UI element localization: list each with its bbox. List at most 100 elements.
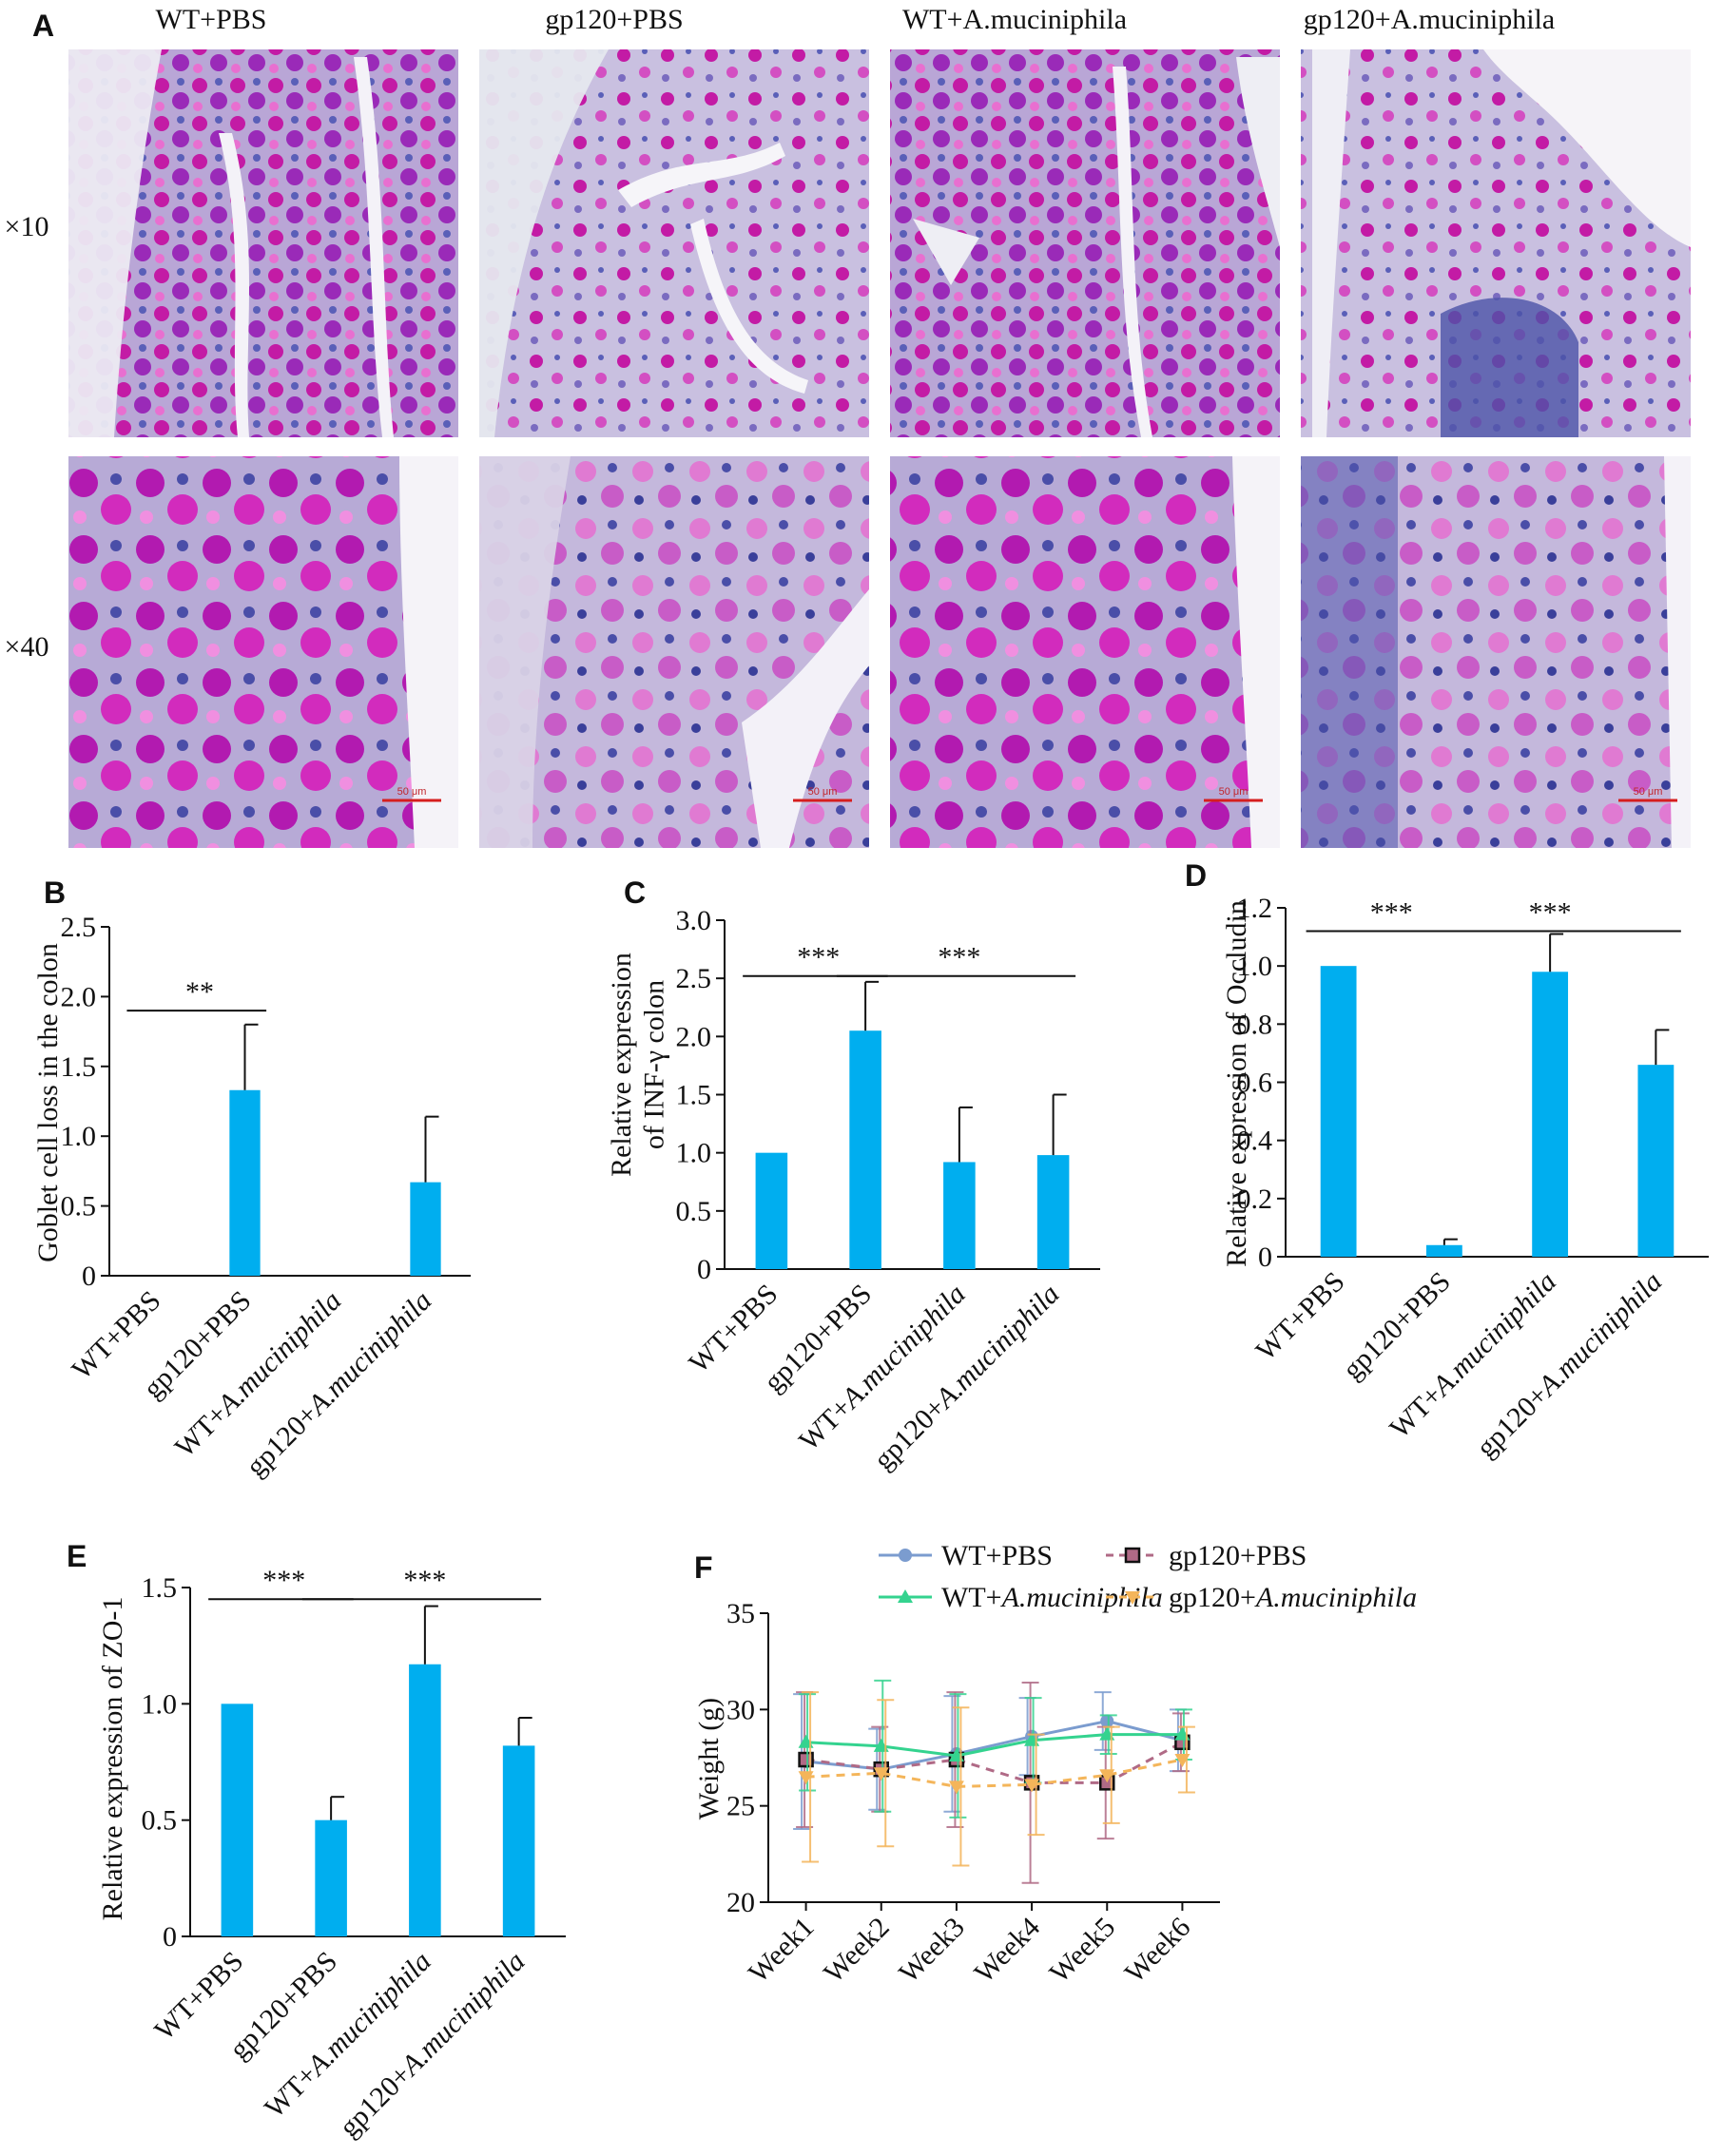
x-tick-label: gp120+A.muciniphila: [1470, 1266, 1668, 1464]
panel-letter-d: D: [1185, 858, 1207, 893]
micrograph-x40-wt-akk: 50 μm: [890, 456, 1280, 848]
series-line: [805, 1758, 1183, 1788]
y-tick-label: 1.5: [676, 1080, 712, 1111]
y-tick-label: 2.0: [61, 981, 97, 1012]
legend-label: gp120+PBS: [1169, 1540, 1307, 1571]
series-0: [793, 1691, 1190, 1830]
y-tick-label: 0.2: [1237, 1184, 1273, 1215]
significance-label: ***: [1370, 896, 1413, 928]
y-tick-label: 0.5: [61, 1191, 97, 1222]
legend-marker: [899, 1549, 912, 1562]
x-tick-label: Week3: [893, 1912, 971, 1990]
data-point: [873, 1767, 889, 1781]
bar: [755, 1152, 788, 1269]
x-tick-label: Week6: [1119, 1912, 1197, 1990]
y-tick-label: 3.0: [676, 905, 712, 936]
micrograph-x40-gp120-akk: 50 μm: [1301, 456, 1691, 848]
column-title-gp120-akk: gp120+A.muciniphila: [1304, 4, 1555, 35]
data-point: [1024, 1779, 1040, 1793]
panel-letter-b: B: [44, 876, 66, 910]
column-title-wt-akk: WT+A.muciniphila: [902, 4, 1127, 35]
bar: [1532, 972, 1569, 1257]
y-tick-label: 1.0: [61, 1121, 97, 1152]
bar: [229, 1089, 261, 1276]
micrograph-x40-gp120-pbs: 50 μm: [479, 456, 869, 848]
row-label-x10: ×10: [5, 211, 49, 242]
series-2: [798, 1679, 1192, 1819]
data-point: [798, 1771, 814, 1785]
y-tick-label: 1.2: [1237, 893, 1273, 924]
x-tick-label: WT+A.muciniphila: [169, 1285, 348, 1464]
bar: [943, 1162, 976, 1269]
legend-marker: [898, 1589, 913, 1603]
y-tick-label: 25: [726, 1791, 755, 1822]
y-tick-label: 1.0: [1237, 951, 1273, 982]
scale-bar-label-2: 50 μm: [808, 786, 838, 798]
bar: [410, 1182, 441, 1276]
micrograph-x10-gp120-akk: [1301, 49, 1691, 437]
x-tick-label: gp120+A.muciniphila: [868, 1279, 1066, 1476]
y-tick-label: 0: [697, 1254, 711, 1285]
y-tick-label: 2.0: [676, 1021, 712, 1052]
bar: [1637, 1065, 1675, 1257]
bar: [221, 1704, 254, 1936]
row-label-x40: ×40: [5, 631, 49, 663]
significance-label: ***: [797, 942, 840, 973]
panel-letter-e: E: [67, 1539, 87, 1573]
x-tick-label: Week4: [968, 1912, 1046, 1990]
data-point: [1099, 1769, 1115, 1783]
data-point: [1100, 1714, 1114, 1728]
legend-label: WT+PBS: [941, 1540, 1053, 1571]
significance-label: ***: [1529, 896, 1572, 928]
x-tick-label: WT+A.muciniphila: [259, 1946, 437, 2125]
y-tick-label: 35: [726, 1598, 755, 1629]
y-tick-label: 0: [1258, 1242, 1272, 1273]
significance-label: ***: [938, 942, 980, 973]
bar: [502, 1745, 535, 1936]
y-axis-label: Relative expression of Occludin: [1221, 900, 1252, 1267]
bar: [1320, 966, 1357, 1257]
y-tick-label: 2.5: [61, 912, 97, 943]
legend-marker: [1125, 1591, 1140, 1605]
micrograph-x10-wt-pbs: [68, 49, 458, 437]
y-tick-label: 0: [82, 1261, 96, 1292]
series-1: [796, 1681, 1191, 1884]
y-tick-label: 2.5: [676, 963, 712, 994]
x-tick-label: WT+A.muciniphila: [793, 1279, 972, 1457]
scale-bar-label-3: 50 μm: [1219, 786, 1249, 798]
series-line: [805, 1733, 1183, 1758]
y-tick-label: 1.5: [142, 1572, 178, 1604]
panel-letter-a: A: [32, 9, 54, 43]
y-tick-label: 0.5: [676, 1196, 712, 1227]
y-axis-label: Relative expression of ZO-1: [97, 1597, 128, 1921]
significance-label: ***: [403, 1565, 446, 1596]
x-tick-label: gp120+A.muciniphila: [334, 1946, 532, 2144]
micrograph-x10-wt-akk: [890, 49, 1280, 437]
y-tick-label: 0.4: [1237, 1126, 1273, 1157]
y-tick-label: 1.0: [676, 1138, 712, 1169]
panel-letter-f: F: [694, 1550, 713, 1585]
x-tick-label: Week1: [743, 1912, 821, 1990]
y-axis-label: Weight (g): [693, 1698, 725, 1819]
micrograph-x10-gp120-pbs: [479, 49, 869, 437]
y-axis-label: Relative expressionof INF-γ colon: [606, 953, 670, 1177]
panel-letter-c: C: [624, 876, 646, 910]
y-tick-label: 0.5: [142, 1805, 178, 1837]
y-tick-label: 0: [163, 1921, 177, 1953]
legend-marker: [1124, 1547, 1141, 1564]
y-tick-label: 0.8: [1237, 1009, 1273, 1040]
micrograph-x40-wt-pbs: 50 μm: [68, 456, 458, 848]
data-point: [1174, 1754, 1191, 1768]
scale-bar-label-1: 50 μm: [397, 786, 427, 798]
y-tick-label: 1.0: [142, 1688, 178, 1720]
column-title-gp120-pbs: gp120+PBS: [545, 4, 683, 35]
series-line: [805, 1741, 1184, 1784]
scale-bar-label-4: 50 μm: [1634, 786, 1663, 798]
data-point: [948, 1781, 964, 1795]
